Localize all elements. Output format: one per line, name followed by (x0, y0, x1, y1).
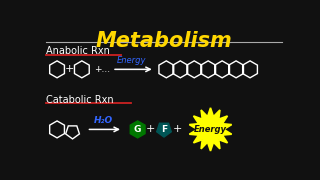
Text: +...: +... (94, 65, 110, 74)
Text: +: + (172, 124, 182, 134)
Text: G: G (134, 125, 141, 134)
Text: F: F (161, 125, 167, 134)
Text: +: + (146, 124, 156, 134)
Text: Metabolism: Metabolism (96, 31, 232, 51)
Polygon shape (130, 121, 145, 138)
Text: H₂O: H₂O (94, 116, 113, 125)
Text: +: + (65, 64, 74, 74)
Text: Energy: Energy (194, 125, 227, 134)
Polygon shape (189, 108, 232, 151)
Polygon shape (157, 123, 171, 137)
Text: Anabolic Rxn: Anabolic Rxn (46, 46, 110, 56)
Text: Energy: Energy (117, 56, 146, 65)
Text: Catabolic Rxn: Catabolic Rxn (46, 95, 114, 105)
